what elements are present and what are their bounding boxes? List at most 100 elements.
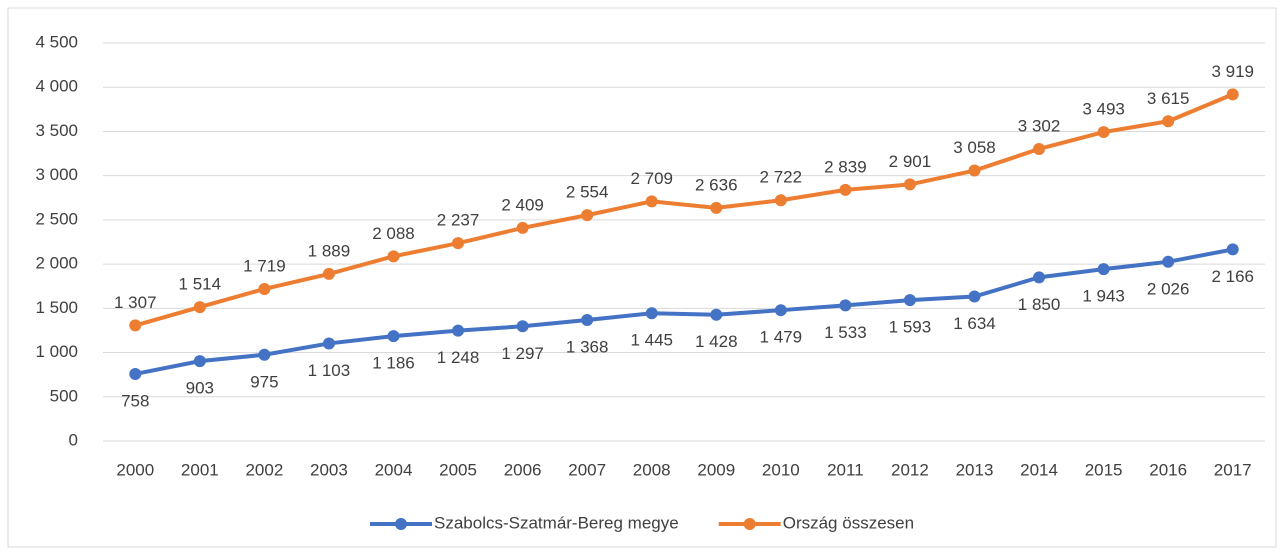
data-label: 1 514 xyxy=(179,275,222,294)
data-point xyxy=(452,324,465,337)
data-label: 1 368 xyxy=(566,337,609,356)
data-label: 1 850 xyxy=(1018,295,1061,314)
data-label: 3 302 xyxy=(1018,116,1061,135)
data-point xyxy=(903,178,916,191)
data-point xyxy=(322,267,335,280)
data-label: 1 445 xyxy=(630,331,673,350)
data-point xyxy=(710,201,723,214)
x-tick-label: 2017 xyxy=(1214,460,1252,479)
data-label: 1 943 xyxy=(1082,287,1125,306)
y-tick-label: 4 000 xyxy=(35,77,78,96)
data-point xyxy=(1226,243,1239,256)
data-label: 2 554 xyxy=(566,183,609,202)
data-point xyxy=(839,299,852,312)
data-point xyxy=(1097,263,1110,276)
x-tick-label: 2008 xyxy=(633,460,671,479)
data-label: 1 186 xyxy=(372,354,415,373)
data-point xyxy=(903,294,916,307)
data-point xyxy=(1033,271,1046,284)
data-label: 2 166 xyxy=(1211,267,1254,286)
data-label: 3 058 xyxy=(953,138,996,157)
data-point xyxy=(645,195,658,208)
data-point xyxy=(645,307,658,320)
x-tick-label: 2014 xyxy=(1020,460,1058,479)
x-tick-label: 2000 xyxy=(116,460,154,479)
y-tick-label: 0 xyxy=(69,430,78,449)
data-label: 3 919 xyxy=(1211,62,1254,81)
data-point xyxy=(129,367,142,380)
data-label: 2 409 xyxy=(501,195,544,214)
data-label: 1 307 xyxy=(114,293,157,312)
y-tick-label: 2 500 xyxy=(35,209,78,228)
x-tick-label: 2013 xyxy=(956,460,994,479)
data-point xyxy=(258,282,271,295)
data-point xyxy=(193,355,206,368)
data-label: 2 722 xyxy=(760,168,803,187)
data-point xyxy=(322,337,335,350)
data-point xyxy=(774,304,787,317)
y-tick-label: 1 000 xyxy=(35,342,78,361)
data-point xyxy=(1226,88,1239,101)
data-label: 2 901 xyxy=(889,152,932,171)
data-point xyxy=(258,348,271,361)
data-point xyxy=(774,194,787,207)
y-tick-label: 500 xyxy=(50,386,78,405)
series-line xyxy=(134,247,1234,376)
data-point xyxy=(193,301,206,314)
data-label: 758 xyxy=(121,391,149,410)
data-point xyxy=(452,237,465,250)
data-point xyxy=(129,319,142,332)
data-label: 1 248 xyxy=(437,348,480,367)
data-point xyxy=(1097,126,1110,139)
data-label: 2 026 xyxy=(1147,279,1190,298)
data-point xyxy=(1033,142,1046,155)
data-label: 2 636 xyxy=(695,175,738,194)
data-label: 1 428 xyxy=(695,332,738,351)
data-label: 2 839 xyxy=(824,157,867,176)
y-tick-label: 3 000 xyxy=(35,165,78,184)
data-label: 2 237 xyxy=(437,211,480,230)
legend-label: Szabolcs-Szatmár-Bereg megye xyxy=(434,513,679,532)
data-label: 3 615 xyxy=(1147,89,1190,108)
data-label: 975 xyxy=(250,372,278,391)
y-tick-label: 1 500 xyxy=(35,298,78,317)
data-point xyxy=(968,290,981,303)
x-tick-label: 2006 xyxy=(504,460,542,479)
data-point xyxy=(710,308,723,321)
data-point xyxy=(968,164,981,177)
data-label: 1 593 xyxy=(889,318,932,337)
y-tick-label: 2 000 xyxy=(35,254,78,273)
data-label: 1 479 xyxy=(760,328,803,347)
legend-marker xyxy=(395,518,407,530)
x-tick-label: 2012 xyxy=(891,460,929,479)
data-point xyxy=(581,314,594,327)
x-tick-label: 2016 xyxy=(1149,460,1187,479)
x-tick-label: 2004 xyxy=(375,460,413,479)
data-label: 1 297 xyxy=(501,344,544,363)
data-point xyxy=(839,183,852,196)
data-label: 1 533 xyxy=(824,323,867,342)
data-label: 1 103 xyxy=(308,361,351,380)
data-label: 2 088 xyxy=(372,224,415,243)
x-tick-label: 2003 xyxy=(310,460,348,479)
data-point xyxy=(387,250,400,263)
y-tick-label: 4 500 xyxy=(35,32,78,51)
data-point xyxy=(1162,115,1175,128)
legend-label: Ország összesen xyxy=(783,513,914,532)
data-label: 3 493 xyxy=(1082,100,1125,119)
data-point xyxy=(516,320,529,333)
data-label: 903 xyxy=(186,379,214,398)
x-tick-label: 2010 xyxy=(762,460,800,479)
x-tick-label: 2001 xyxy=(181,460,219,479)
data-point xyxy=(387,330,400,343)
series-line xyxy=(134,92,1234,328)
x-tick-label: 2005 xyxy=(439,460,477,479)
data-label: 2 709 xyxy=(630,169,673,188)
x-tick-label: 2015 xyxy=(1085,460,1123,479)
legend-marker xyxy=(743,518,756,530)
x-tick-label: 2009 xyxy=(697,460,735,479)
x-tick-label: 2002 xyxy=(245,460,283,479)
data-label: 1 719 xyxy=(243,256,286,275)
x-tick-label: 2007 xyxy=(568,460,606,479)
